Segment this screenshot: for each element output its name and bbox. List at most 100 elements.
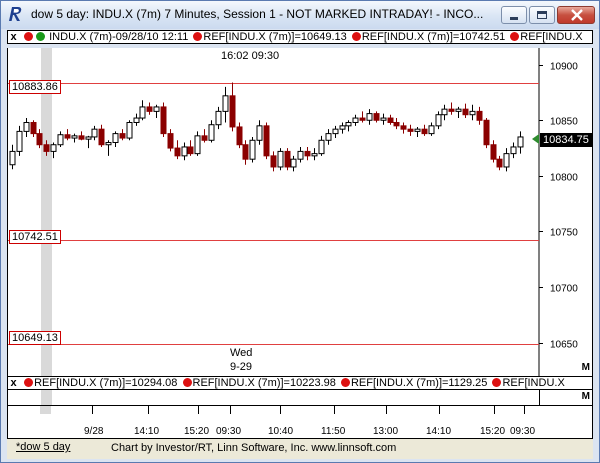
candlestick-chart[interactable]: 10900 10850 10800 10750 10700 10650 [8,48,592,376]
candle [387,114,394,125]
ref-dot-icon [340,378,350,387]
candle [352,114,359,126]
bottom-ref-item: REF[INDU.X [502,377,565,389]
candle [366,109,373,125]
price-tick-label: 10800 [550,173,578,184]
candle [263,122,270,160]
candle [236,122,243,149]
candle [30,120,37,137]
price-chart[interactable]: 10900 10850 10800 10750 10700 10650 16:02 09:… [7,48,593,376]
candle [71,133,78,143]
candle [139,100,146,121]
close-icon [571,9,583,21]
candle [318,135,325,156]
close-button[interactable] [557,6,595,24]
candle [256,120,263,145]
candle [160,102,167,137]
minimize-button[interactable] [501,6,527,24]
corner-m-label[interactable]: M [581,391,590,402]
time-tick-label: 9/28 [84,426,104,437]
candle [483,118,490,149]
ref-tag: 10883.86 [9,80,61,94]
indicator-pane[interactable]: M [7,390,593,405]
green-status-icon [36,32,46,41]
candle [167,129,174,152]
candle [304,146,311,161]
candle [85,135,92,149]
corner-m-label[interactable]: M [581,362,590,373]
candle [435,111,442,130]
candle [215,106,222,130]
candle [194,131,201,156]
time-tick-label: 14:10 [426,426,452,437]
time-tick-label: 10:40 [268,426,294,437]
ref-dot-icon [510,32,520,41]
bottom-ref-item: REF[INDU.X (7m)]=10223.98 [192,377,336,389]
candle [448,102,455,115]
top-ref-item: REF[INDU.X [520,31,583,43]
top-info-bar: x INDU.X (7m)-09/28/10 12:11 REF[INDU.X … [7,30,593,44]
candle [469,104,476,121]
price-tick-label: 10750 [550,228,578,239]
candle [428,122,435,136]
candle [222,86,229,123]
ref-tag: 10742.51 [9,230,61,244]
candle [133,113,140,126]
top-ref-item: REF[INDU.X (7m)]=10742.51 [361,31,506,43]
candle [476,106,483,125]
candle [373,111,380,123]
price-axis-divider [539,390,540,405]
price-tick-label: 10900 [550,62,578,73]
candle [462,103,469,119]
candle [50,142,57,159]
price-tick-label: 10650 [550,340,578,351]
candle [119,129,126,141]
candle [201,129,208,143]
candle [332,125,339,139]
time-tick-label: 13:00 [373,426,399,437]
candle [126,120,133,141]
chart-tab[interactable]: *dow 5 day [16,441,71,453]
red-status-icon [24,32,34,41]
candle [181,142,188,161]
candle [16,125,23,156]
candle [36,129,43,149]
ref-dot-icon [492,378,502,387]
candle [105,140,112,156]
candle [510,142,517,159]
candle [78,131,85,141]
time-tick-label: 11:50 [321,426,346,437]
time-tick-label: 15:20 [480,426,506,437]
top-info-close-button[interactable]: x [10,31,17,43]
candle [441,104,448,121]
candle [339,122,346,134]
bottom-info-bar: x REF[INDU.X (7m)]=10294.08 REF[INDU.X (… [7,376,593,390]
bottom-info-close-button[interactable]: x [10,377,17,389]
ref-dot-icon [193,32,203,41]
candle [284,148,291,171]
candle [359,111,366,123]
candle [290,155,297,172]
crosshair-time-label: 16:02 09:30 [221,50,280,62]
candle [380,113,387,125]
candle [297,146,304,163]
candle [64,129,71,141]
candle [91,125,98,141]
footer: *dow 5 day Chart by Investor/RT, Linn So… [7,439,593,459]
last-price-marker-icon [532,134,539,144]
ref-dot-icon [182,378,192,387]
candle [455,106,462,119]
time-tick-label: 15:20 [184,426,210,437]
candle [345,120,352,132]
candle [153,104,160,119]
day-marker-date: 9-29 [230,361,253,373]
title-bar[interactable]: dow 5 day: INDU.X (7m) 7 Minutes, Sessio… [1,1,599,29]
candle [249,136,256,163]
candle [490,140,497,163]
candle [400,122,407,134]
investor-rt-logo-icon [9,7,22,21]
maximize-button[interactable] [529,6,555,24]
candle [277,148,284,171]
candle [407,124,414,136]
